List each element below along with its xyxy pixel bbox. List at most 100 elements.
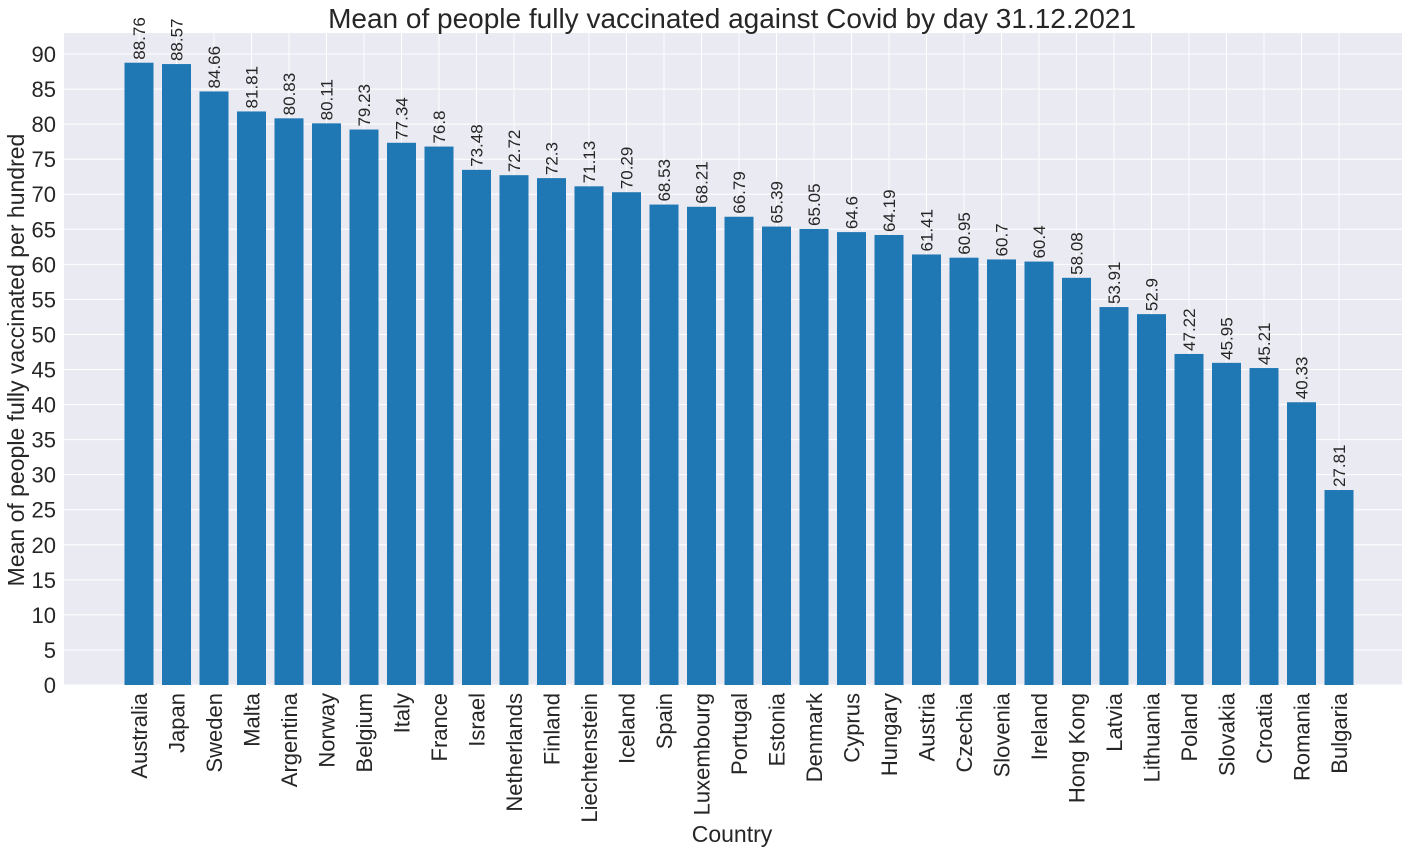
x-tick-label: Romania	[1290, 692, 1315, 781]
x-tick-label: Argentina	[277, 692, 302, 787]
data-label: 80.83	[280, 73, 299, 116]
x-tick-label: Czechia	[952, 692, 977, 772]
x-tick-label: Poland	[1177, 693, 1202, 762]
x-tick-label: Liechtenstein	[577, 693, 602, 823]
x-tick-label: Belgium	[352, 693, 377, 772]
x-tick-label: Finland	[540, 693, 565, 765]
x-tick-label: Luxembourg	[690, 693, 715, 815]
x-tick-label: Japan	[165, 693, 190, 753]
data-label: 40.33	[1293, 357, 1312, 400]
x-tick-label: Malta	[240, 692, 265, 747]
x-tick-label: France	[427, 693, 452, 761]
bar	[687, 206, 716, 685]
x-tick-label: Spain	[652, 693, 677, 749]
bar	[424, 146, 454, 685]
bar	[799, 228, 829, 685]
data-label: 60.7	[993, 223, 1012, 256]
bar	[912, 254, 941, 686]
x-tick-label: Cyprus	[840, 693, 865, 763]
x-tick-label: Italy	[390, 693, 415, 733]
data-label: 64.6	[843, 196, 862, 229]
y-tick-label: 40	[32, 393, 56, 418]
bar	[649, 204, 679, 686]
x-tick-label: Hungary	[877, 693, 902, 776]
x-tick-label: Estonia	[765, 692, 790, 766]
y-tick-label: 60	[32, 252, 56, 277]
data-label: 80.11	[318, 79, 337, 120]
data-label: 68.21	[693, 161, 712, 204]
data-label: 66.79	[730, 171, 749, 214]
x-tick-label: Israel	[465, 693, 490, 747]
x-tick-label: Croatia	[1252, 692, 1277, 764]
y-tick-label: 25	[32, 498, 56, 523]
bar	[349, 129, 379, 685]
y-tick-label: 10	[32, 603, 56, 628]
bar	[499, 175, 529, 685]
data-label: 65.05	[805, 183, 824, 226]
bar	[312, 123, 341, 686]
y-tick-label: 0	[44, 673, 56, 698]
data-label: 84.66	[205, 46, 224, 89]
bar	[1287, 402, 1316, 685]
bar	[1212, 362, 1241, 685]
data-label: 70.29	[618, 147, 637, 190]
bar	[1099, 307, 1129, 685]
bar	[724, 216, 754, 685]
bar	[1137, 314, 1166, 685]
y-tick-label: 45	[32, 358, 56, 383]
bar	[987, 259, 1016, 685]
y-tick-label: 30	[32, 463, 56, 488]
y-tick-label: 80	[32, 112, 56, 137]
data-label: 53.91	[1105, 262, 1124, 305]
x-tick-label: Austria	[915, 692, 940, 761]
x-tick-label: Sweden	[202, 693, 227, 773]
x-tick-label: Iceland	[615, 693, 640, 764]
bar	[237, 111, 266, 686]
x-tick-label: Latvia	[1102, 692, 1127, 751]
bar	[1174, 353, 1204, 685]
bar	[199, 91, 229, 686]
x-tick-label: Norway	[315, 693, 340, 768]
y-tick-label: 35	[32, 428, 56, 453]
y-tick-label: 55	[32, 287, 56, 312]
y-tick-label: 5	[44, 638, 56, 663]
data-label: 61.41	[918, 209, 937, 252]
data-label: 58.08	[1068, 232, 1087, 275]
bar	[462, 169, 491, 685]
y-tick-label: 75	[32, 147, 56, 172]
bar	[762, 226, 791, 685]
data-label: 72.72	[505, 130, 524, 173]
y-tick-label: 70	[32, 182, 56, 207]
y-tick-label: 90	[32, 42, 56, 67]
data-label: 27.81	[1330, 444, 1349, 487]
bar	[949, 257, 979, 685]
data-label: 77.34	[393, 97, 412, 140]
data-label: 60.4	[1030, 225, 1049, 258]
bar	[1324, 490, 1354, 685]
data-label: 88.76	[130, 17, 149, 60]
bar	[537, 178, 566, 686]
data-label: 73.48	[468, 124, 487, 167]
bar	[612, 192, 641, 686]
x-tick-label: Hong Kong	[1065, 693, 1090, 803]
x-tick-label: Lithuania	[1140, 692, 1165, 782]
bar	[874, 234, 904, 685]
x-tick-label: Bulgaria	[1327, 692, 1352, 773]
x-tick-label: Denmark	[802, 692, 827, 782]
x-tick-label: Australia	[127, 692, 152, 778]
data-label: 45.21	[1255, 322, 1274, 365]
x-tick-label: Portugal	[727, 693, 752, 775]
bar	[124, 62, 154, 686]
bar	[574, 186, 604, 685]
plot-area: 0 5 10 15 20 25 30 35 40 45 50 55 60 65 70 75 80 85 90 88.7…	[32, 17, 1402, 823]
data-label: 65.39	[768, 181, 787, 224]
y-axis-title: Mean of people fully vaccinated per hund…	[3, 134, 29, 587]
data-label: 81.81	[243, 66, 262, 109]
bar	[387, 142, 416, 685]
data-label: 76.8	[430, 110, 449, 143]
data-label: 47.22	[1180, 308, 1199, 351]
x-tick-label: Slovenia	[990, 692, 1015, 777]
chart-title: Mean of people fully vaccinated against …	[328, 3, 1136, 34]
